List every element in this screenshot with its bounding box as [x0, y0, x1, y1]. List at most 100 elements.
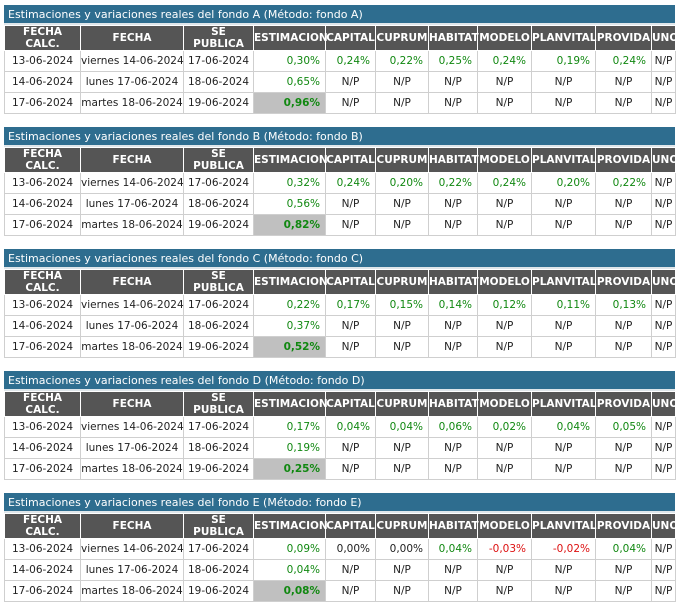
- cell-modelo: N/P: [477, 315, 532, 337]
- cell-capital: N/P: [325, 315, 376, 337]
- fund-a-block: Estimaciones y variaciones reales del fo…: [4, 5, 678, 114]
- cell-planvital: N/P: [531, 193, 596, 215]
- cell-estimacion: 0,08%: [253, 580, 326, 602]
- cell-capital: N/P: [325, 214, 376, 236]
- cell-se-publica: 18-06-2024: [183, 437, 254, 459]
- cell-planvital: 0,20%: [531, 172, 596, 194]
- cell-habitat: N/P: [428, 437, 478, 459]
- cell-uno: N/P: [651, 437, 676, 459]
- column-header-planvital: PLANVITAL: [531, 25, 597, 51]
- table-row: 17-06-2024 martes 18-06-2024 19-06-2024 0,9…: [4, 92, 676, 114]
- table-row: 14-06-2024 lunes 17-06-2024 18-06-2024 0,56…: [4, 193, 676, 215]
- cell-se-publica: 19-06-2024: [183, 336, 254, 358]
- cell-planvital: N/P: [531, 559, 596, 581]
- cell-se-publica: 19-06-2024: [183, 458, 254, 480]
- cell-provida: N/P: [595, 315, 652, 337]
- cell-estimacion: 0,56%: [253, 193, 326, 215]
- cell-se-publica: 18-06-2024: [183, 559, 254, 581]
- fund-c-table: FECHA CALC. FECHA SE PUBLICA ESTIMACION CAPI…: [4, 269, 678, 358]
- cell-habitat: N/P: [428, 193, 478, 215]
- cell-planvital: N/P: [531, 92, 596, 114]
- column-header-fecha: FECHA: [80, 147, 184, 173]
- cell-se-publica: 18-06-2024: [183, 71, 254, 93]
- cell-se-publica: 19-06-2024: [183, 92, 254, 114]
- table-header-row: FECHA CALC. FECHA SE PUBLICA ESTIMACION CAPI…: [4, 391, 678, 417]
- table-row: 17-06-2024 martes 18-06-2024 19-06-2024 0,5…: [4, 336, 676, 358]
- cell-uno: N/P: [651, 416, 676, 438]
- cell-uno: N/P: [651, 559, 676, 581]
- column-header-planvital: PLANVITAL: [531, 391, 597, 417]
- column-header-fecha-calc: FECHA CALC.: [4, 147, 81, 173]
- cell-habitat: N/P: [428, 71, 478, 93]
- cell-capital: N/P: [325, 437, 376, 459]
- column-header-fecha-calc: FECHA CALC.: [4, 25, 81, 51]
- column-header-provida: PROVIDA: [595, 147, 652, 173]
- cell-cuprum: 0,22%: [375, 50, 429, 72]
- table-row: 13-06-2024 viernes 14-06-2024 17-06-2024 0,…: [4, 538, 676, 560]
- cell-capital: 0,17%: [325, 294, 376, 316]
- cell-provida: N/P: [595, 92, 652, 114]
- fund-c-block: Estimaciones y variaciones reales del fo…: [4, 249, 678, 358]
- cell-estimacion: 0,37%: [253, 315, 326, 337]
- cell-provida: 0,22%: [595, 172, 652, 194]
- column-header-se-publica: SE PUBLICA: [183, 513, 254, 539]
- cell-estimacion: 0,04%: [253, 559, 326, 581]
- cell-fecha: martes 18-06-2024: [80, 214, 184, 236]
- cell-fecha: viernes 14-06-2024: [80, 172, 184, 194]
- cell-se-publica: 17-06-2024: [183, 416, 254, 438]
- cell-habitat: N/P: [428, 336, 478, 358]
- cell-fecha: lunes 17-06-2024: [80, 559, 184, 581]
- table-header-row: FECHA CALC. FECHA SE PUBLICA ESTIMACION CAPI…: [4, 147, 678, 173]
- cell-modelo: N/P: [477, 336, 532, 358]
- cell-fecha-calc: 14-06-2024: [4, 71, 81, 93]
- cell-capital: N/P: [325, 336, 376, 358]
- fund-d-table: FECHA CALC. FECHA SE PUBLICA ESTIMACION CAPI…: [4, 391, 678, 480]
- column-header-se-publica: SE PUBLICA: [183, 391, 254, 417]
- cell-uno: N/P: [651, 92, 676, 114]
- cell-habitat: N/P: [428, 315, 478, 337]
- table-header-row: FECHA CALC. FECHA SE PUBLICA ESTIMACION CAPI…: [4, 513, 678, 539]
- column-header-cuprum: CUPRUM: [375, 391, 429, 417]
- cell-cuprum: 0,20%: [375, 172, 429, 194]
- column-header-cuprum: CUPRUM: [375, 513, 429, 539]
- column-header-estimacion: ESTIMACION: [253, 147, 328, 173]
- cell-cuprum: N/P: [375, 580, 429, 602]
- fund-b-table: FECHA CALC. FECHA SE PUBLICA ESTIMACION CAPI…: [4, 147, 678, 236]
- fund-b-title: Estimaciones y variaciones reales del fo…: [4, 127, 675, 147]
- cell-provida: N/P: [595, 437, 652, 459]
- cell-fecha-calc: 13-06-2024: [4, 416, 81, 438]
- table-row: 13-06-2024 viernes 14-06-2024 17-06-2024 0,…: [4, 50, 676, 72]
- cell-fecha: martes 18-06-2024: [80, 458, 184, 480]
- cell-fecha-calc: 17-06-2024: [4, 336, 81, 358]
- cell-fecha-calc: 13-06-2024: [4, 172, 81, 194]
- cell-modelo: 0,24%: [477, 172, 532, 194]
- cell-fecha: lunes 17-06-2024: [80, 437, 184, 459]
- cell-fecha: lunes 17-06-2024: [80, 193, 184, 215]
- table-row: 17-06-2024 martes 18-06-2024 19-06-2024 0,0…: [4, 580, 676, 602]
- cell-se-publica: 18-06-2024: [183, 193, 254, 215]
- column-header-modelo: MODELO: [477, 513, 532, 539]
- column-header-se-publica: SE PUBLICA: [183, 147, 254, 173]
- cell-modelo: N/P: [477, 92, 532, 114]
- cell-estimacion: 0,09%: [253, 538, 326, 560]
- cell-uno: N/P: [651, 50, 676, 72]
- cell-fecha-calc: 17-06-2024: [4, 92, 81, 114]
- cell-habitat: N/P: [428, 458, 478, 480]
- cell-fecha-calc: 14-06-2024: [4, 315, 81, 337]
- table-row: 17-06-2024 martes 18-06-2024 19-06-2024 0,2…: [4, 458, 676, 480]
- column-header-habitat: HABITAT: [428, 513, 479, 539]
- table-row: 14-06-2024 lunes 17-06-2024 18-06-2024 0,65…: [4, 71, 676, 93]
- table-row: 17-06-2024 martes 18-06-2024 19-06-2024 0,8…: [4, 214, 676, 236]
- cell-habitat: N/P: [428, 92, 478, 114]
- cell-uno: N/P: [651, 193, 676, 215]
- column-header-estimacion: ESTIMACION: [253, 25, 328, 51]
- cell-provida: N/P: [595, 193, 652, 215]
- column-header-se-publica: SE PUBLICA: [183, 269, 254, 295]
- cell-se-publica: 17-06-2024: [183, 294, 254, 316]
- column-header-fecha-calc: FECHA CALC.: [4, 269, 81, 295]
- column-header-uno: UNO: [651, 269, 678, 295]
- cell-capital: 0,24%: [325, 172, 376, 194]
- cell-uno: N/P: [651, 214, 676, 236]
- table-row: 14-06-2024 lunes 17-06-2024 18-06-2024 0,19…: [4, 437, 676, 459]
- cell-se-publica: 18-06-2024: [183, 315, 254, 337]
